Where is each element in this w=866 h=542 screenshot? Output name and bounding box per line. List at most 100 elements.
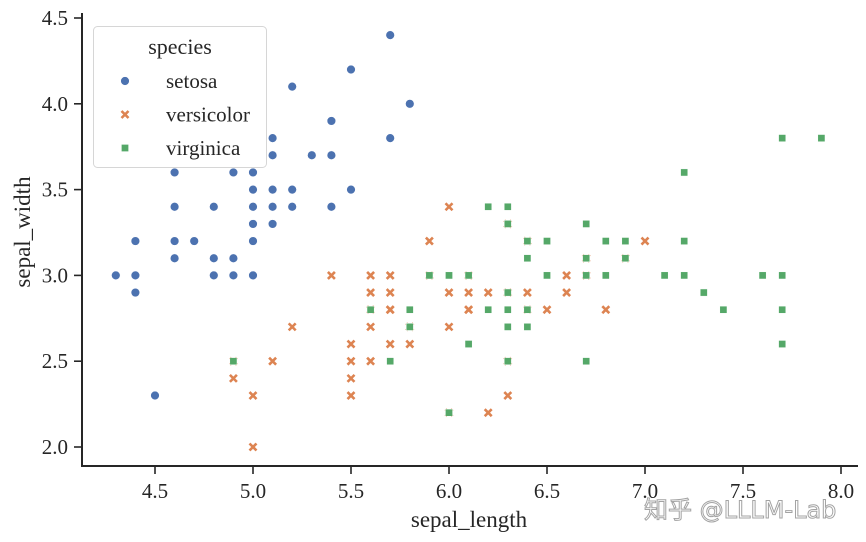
data-point-setosa — [169, 202, 180, 212]
x-ticks: 4.5 5.0 5.5 6.0 6.5 7.0 7.5 8.0 — [142, 466, 854, 503]
data-point-setosa — [287, 202, 297, 212]
legend-item-virginica: virginica — [121, 136, 241, 160]
y-tick-label: 3.5 — [42, 178, 68, 202]
series-virginica — [229, 134, 826, 417]
data-point-virginica — [582, 271, 591, 280]
axes: 4.5 5.0 5.5 6.0 6.5 7.0 7.5 8.0 2.0 2.5 3.0 3.5 4.0… — [42, 6, 858, 503]
data-point-setosa — [385, 133, 395, 143]
data-point-virginica — [425, 271, 434, 280]
data-point-versicolor — [385, 339, 395, 349]
data-point-setosa — [209, 253, 219, 263]
data-point-setosa — [169, 253, 180, 263]
data-point-setosa — [248, 167, 258, 178]
data-point-versicolor — [405, 339, 415, 349]
legend-marker-setosa — [120, 76, 130, 86]
data-point-versicolor — [444, 322, 454, 332]
data-point-virginica — [503, 288, 512, 297]
data-point-virginica — [523, 237, 532, 245]
data-point-versicolor — [464, 305, 474, 315]
data-point-setosa — [248, 219, 258, 229]
data-point-versicolor — [366, 356, 376, 366]
legend-label: virginica — [166, 136, 241, 160]
data-point-virginica — [601, 271, 610, 280]
data-point-versicolor — [464, 288, 474, 297]
y-tick-label: 4.0 — [42, 92, 68, 116]
data-point-setosa — [287, 81, 297, 92]
data-point-versicolor — [542, 305, 552, 315]
data-point-setosa — [248, 202, 258, 212]
data-point-virginica — [543, 271, 551, 280]
data-point-setosa — [111, 270, 121, 281]
x-tick-label: 5.0 — [240, 479, 266, 503]
data-point-setosa — [169, 236, 180, 246]
data-point-setosa — [405, 99, 415, 109]
data-point-setosa — [228, 167, 239, 178]
data-point-virginica — [680, 237, 689, 245]
x-tick-label: 5.5 — [338, 479, 364, 503]
data-point-setosa — [228, 270, 239, 281]
data-point-virginica — [543, 237, 551, 245]
data-point-virginica — [582, 220, 591, 228]
data-point-versicolor — [483, 408, 493, 418]
points-layer — [111, 30, 826, 452]
data-point-versicolor — [346, 356, 356, 366]
data-point-virginica — [503, 323, 512, 331]
legend-marker-versicolor — [120, 110, 130, 119]
data-point-setosa — [326, 202, 337, 212]
data-point-virginica — [366, 305, 375, 314]
data-point-versicolor — [385, 288, 395, 297]
series-versicolor — [228, 202, 650, 452]
x-tick-label: 6.0 — [436, 479, 462, 503]
data-point-setosa — [267, 202, 278, 212]
data-point-setosa — [287, 184, 297, 195]
data-point-virginica — [503, 305, 512, 314]
data-point-versicolor — [268, 356, 278, 366]
data-point-setosa — [346, 184, 356, 195]
data-point-versicolor — [366, 322, 376, 332]
y-axis-label: sepal_width — [10, 176, 35, 288]
data-point-setosa — [150, 390, 160, 401]
data-point-virginica — [229, 357, 238, 366]
data-point-virginica — [621, 254, 630, 263]
data-point-setosa — [130, 236, 141, 246]
data-point-setosa — [248, 270, 258, 281]
data-point-virginica — [445, 408, 453, 417]
data-point-setosa — [267, 150, 278, 160]
data-point-versicolor — [503, 391, 513, 400]
legend: species setosa versicolor virginica — [93, 26, 267, 168]
data-point-setosa — [228, 253, 239, 263]
data-point-versicolor — [366, 270, 376, 280]
data-point-virginica — [817, 134, 826, 142]
data-point-virginica — [503, 220, 512, 228]
data-point-virginica — [778, 271, 787, 280]
legend-title: species — [148, 34, 212, 59]
data-point-virginica — [503, 202, 512, 211]
data-point-virginica — [758, 271, 767, 280]
x-tick-label: 8.0 — [828, 479, 854, 503]
data-point-versicolor — [366, 288, 376, 297]
data-point-versicolor — [424, 236, 434, 246]
watermark: 知乎 @LLLM-Lab — [644, 496, 836, 524]
data-point-versicolor — [228, 373, 238, 383]
data-point-setosa — [130, 287, 141, 298]
data-point-versicolor — [248, 391, 258, 400]
data-point-versicolor — [562, 270, 572, 280]
data-point-virginica — [778, 134, 787, 142]
data-point-virginica — [523, 305, 532, 314]
data-point-versicolor — [326, 270, 336, 280]
data-point-virginica — [523, 323, 532, 331]
data-point-setosa — [385, 30, 395, 40]
legend-item-versicolor: versicolor — [120, 103, 250, 127]
data-point-versicolor — [346, 373, 356, 383]
y-tick-label: 3.0 — [42, 263, 68, 287]
x-tick-label: 7.5 — [730, 479, 756, 503]
legend-box — [93, 26, 267, 168]
data-point-virginica — [523, 254, 532, 263]
data-point-virginica — [445, 271, 453, 280]
data-point-versicolor — [385, 270, 395, 280]
data-point-versicolor — [562, 288, 572, 297]
data-point-virginica — [778, 305, 787, 314]
data-point-setosa — [326, 116, 337, 126]
data-point-versicolor — [640, 236, 650, 246]
